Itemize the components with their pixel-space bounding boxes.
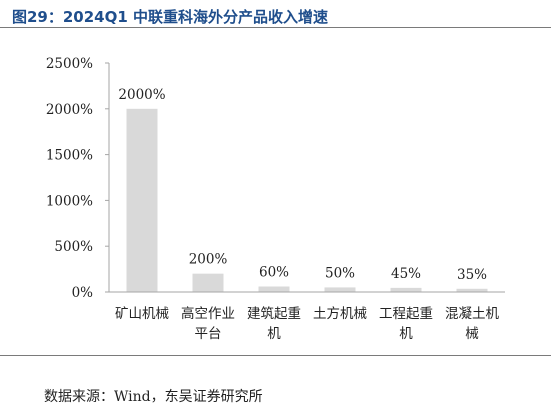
data-label: 50% <box>325 265 355 281</box>
figure-title: 图29：2024Q1 中联重科海外分产品收入增速 <box>12 8 329 26</box>
bar <box>126 108 158 292</box>
x-tick-label: 混凝土机 <box>445 306 499 322</box>
data-label: 2000% <box>118 87 165 103</box>
bar <box>390 287 422 292</box>
x-tick-label: 机 <box>399 326 413 342</box>
bars <box>126 108 488 292</box>
x-tick-label: 土方机械 <box>313 306 367 322</box>
x-tick-label: 机 <box>267 326 281 342</box>
top-divider <box>0 27 551 28</box>
bar <box>192 273 224 292</box>
bottom-divider <box>0 355 551 356</box>
x-tick-label: 械 <box>465 326 479 342</box>
y-tick-label: 1500% <box>46 148 93 164</box>
x-tick-label: 平台 <box>195 326 222 342</box>
source-note: 数据来源：Wind，东吴证券研究所 <box>44 389 263 405</box>
bar <box>456 288 488 292</box>
bar <box>258 286 290 292</box>
value-labels: 2000% 200% 60% 50% 45% 35% <box>118 87 487 283</box>
y-tick-label: 0% <box>72 285 94 301</box>
data-label: 35% <box>457 267 487 283</box>
x-tick-label: 矿山机械 <box>115 306 169 322</box>
y-axis: 0% 500% 1000% 1500% 2000% 2500% <box>46 56 110 301</box>
y-tick-label: 2500% <box>46 56 93 72</box>
bar <box>324 287 356 292</box>
x-tick-label: 工程起重 <box>379 306 433 322</box>
x-tick-label: 高空作业 <box>181 305 235 322</box>
data-label: 200% <box>189 252 228 268</box>
data-label: 60% <box>259 265 289 281</box>
data-label: 45% <box>391 266 421 282</box>
y-tick-label: 1000% <box>46 193 93 209</box>
y-tick-label: 2000% <box>46 102 93 118</box>
y-tick-label: 500% <box>54 239 93 255</box>
x-tick-label: 建筑起重 <box>247 306 301 322</box>
